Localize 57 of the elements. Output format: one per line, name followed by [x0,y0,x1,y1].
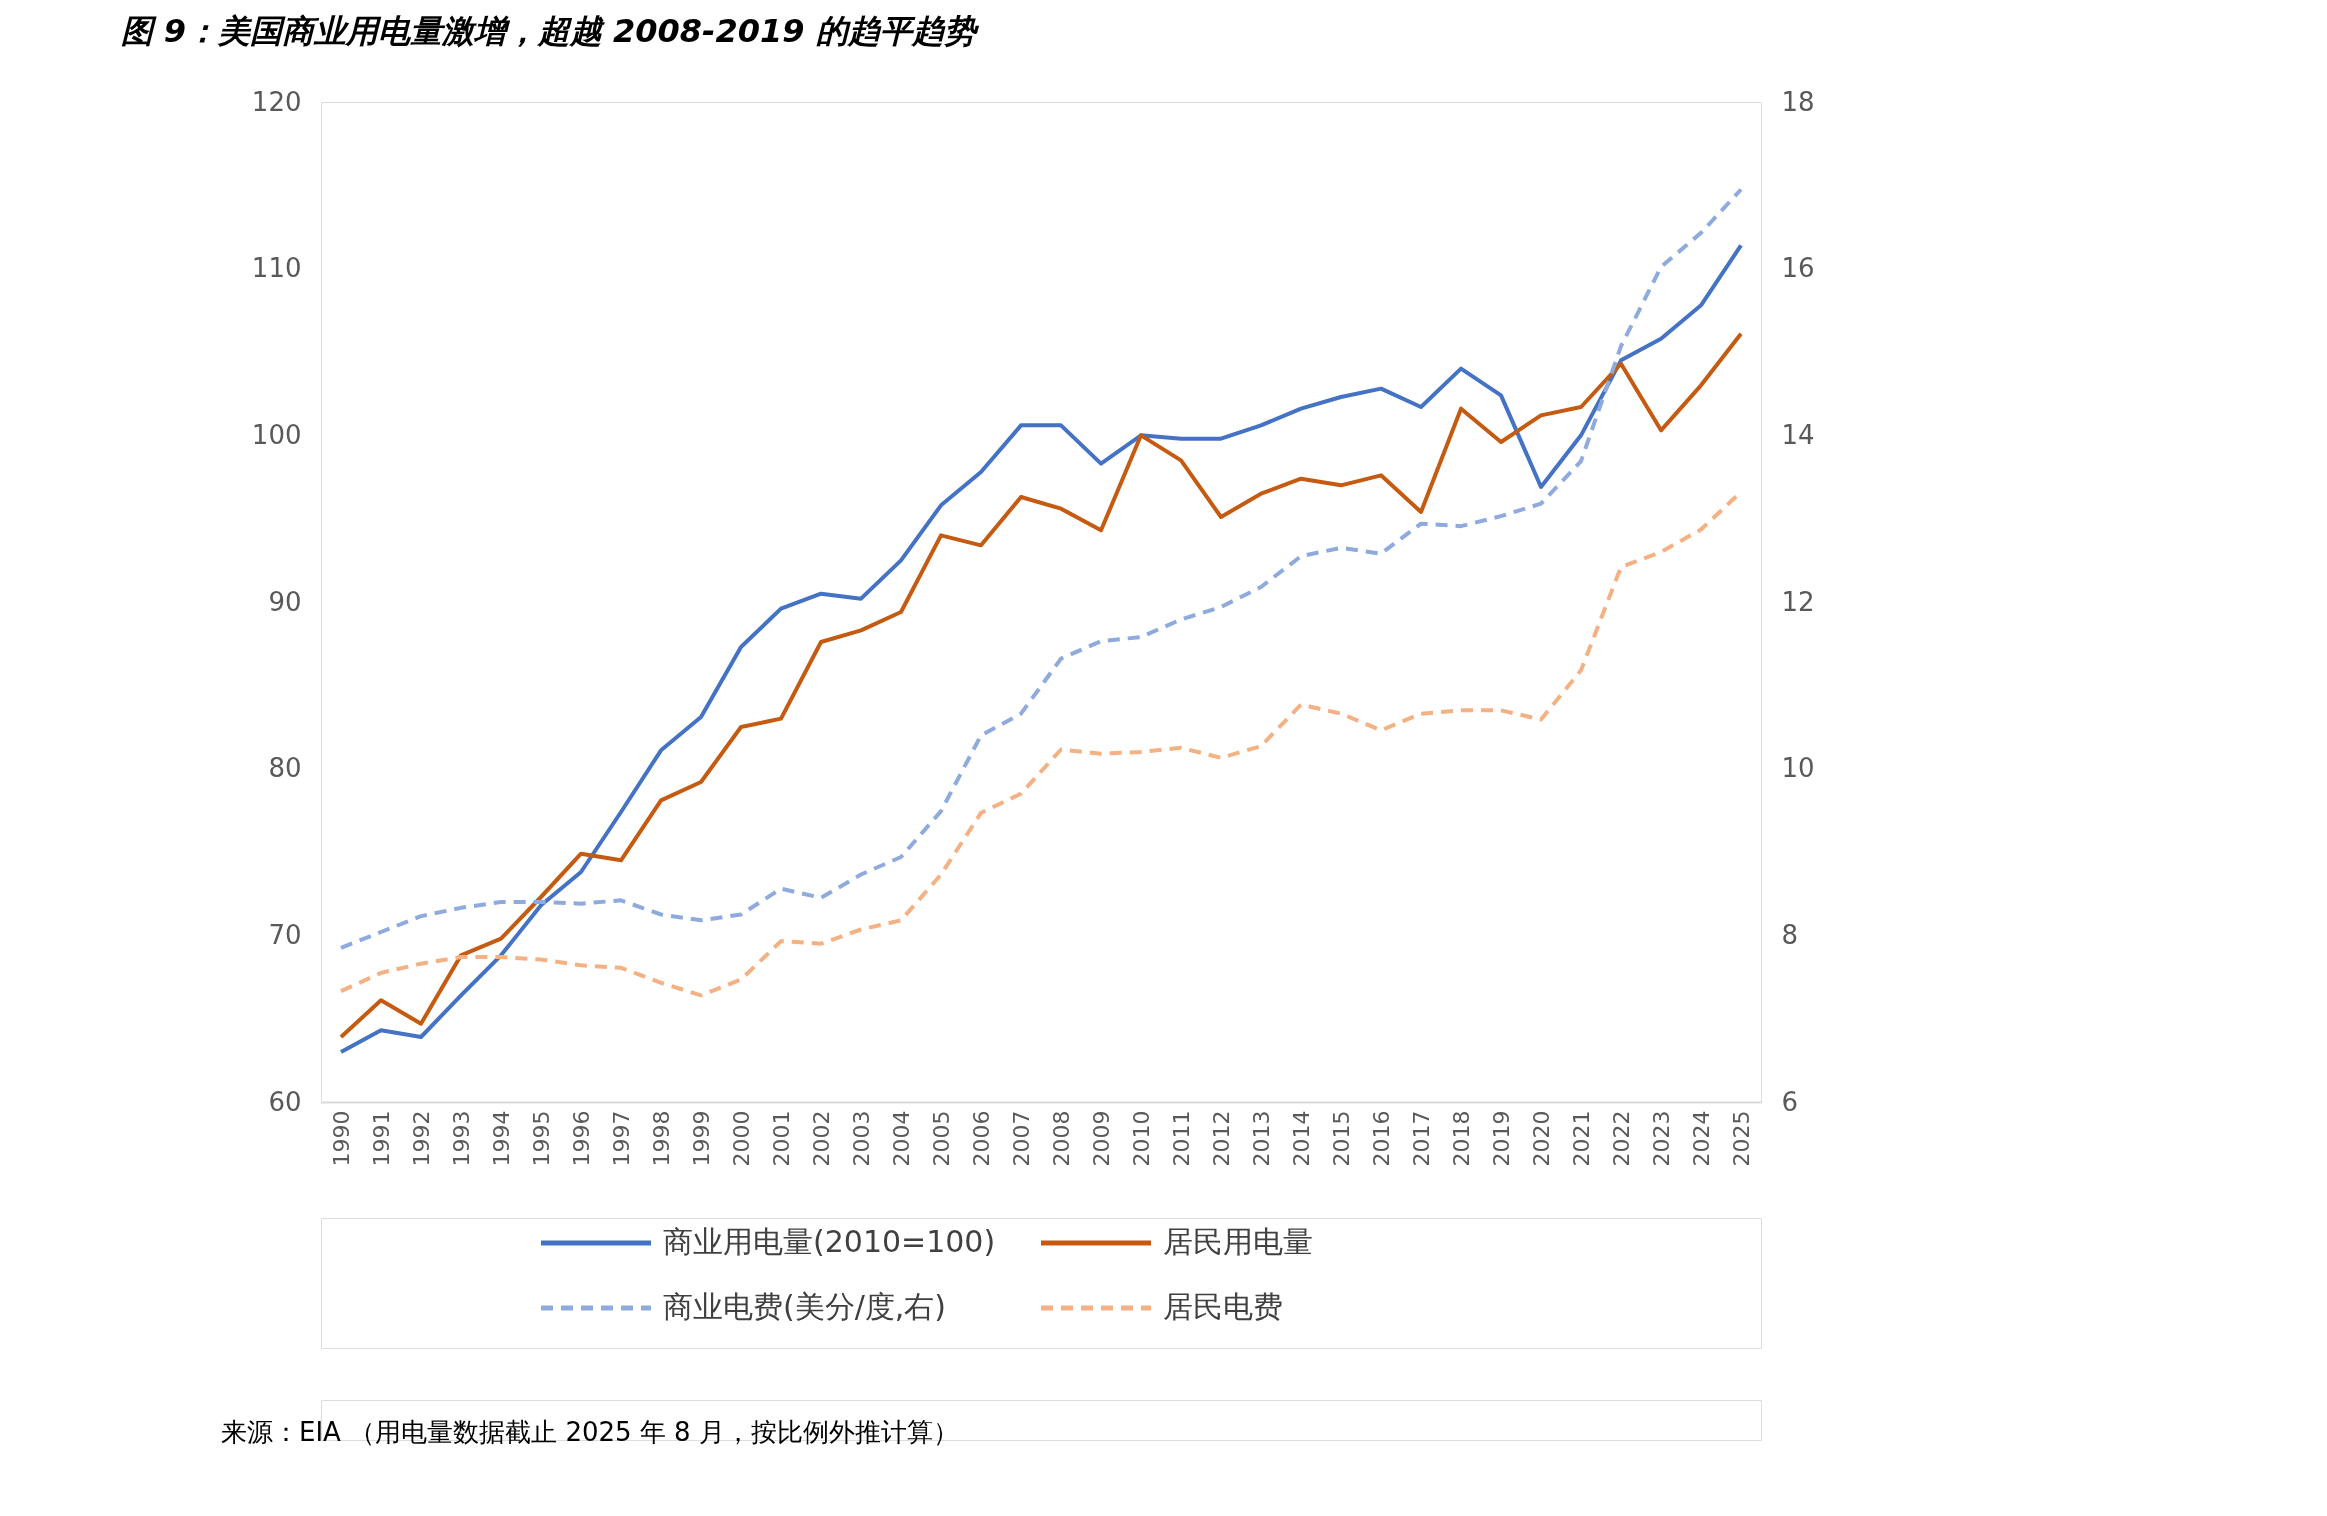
x-tick-label: 2004 [888,1110,914,1167]
y2-tick-label: 6 [1781,1086,1799,1117]
x-tick-label: 2015 [1328,1110,1354,1167]
y-tick-label: 60 [268,1086,302,1117]
legend-label: 商业用电量(2010=100) [663,1224,996,1259]
source-note: 来源：EIA （用电量数据截止 2025 年 8 月，按比例外推计算） [221,1417,959,1447]
y-tick-label: 70 [268,919,302,950]
y-tick-label: 80 [268,753,302,784]
chart-title: 图 9：美国商业用电量激增，超越 2008-2019 的趋平趋势 [120,11,980,50]
x-tick-label: 2014 [1288,1110,1314,1167]
x-tick-label: 2016 [1368,1110,1394,1167]
y-tick-label: 90 [268,586,302,617]
x-tick-label: 2003 [848,1110,874,1167]
y2-tick-label: 14 [1781,419,1815,450]
x-tick-label: 1993 [448,1110,474,1167]
x-tick-label: 1998 [648,1110,674,1167]
legend-label: 居民用电量 [1163,1224,1313,1259]
x-tick-label: 2024 [1688,1110,1714,1167]
x-tick-label: 2018 [1448,1110,1474,1167]
x-tick-label: 1997 [608,1110,634,1167]
x-tick-label: 2021 [1568,1110,1594,1167]
x-tick-label: 2011 [1168,1110,1194,1167]
x-tick-label: 1995 [528,1110,554,1167]
y2-tick-label: 8 [1781,919,1799,950]
x-tick-label: 2005 [928,1110,954,1167]
line-series [339,187,1743,950]
x-tick-label: 1999 [688,1110,714,1167]
x-tick-label: 2008 [1048,1110,1074,1167]
x-tick-label: 2019 [1488,1110,1514,1167]
x-tick-label: 1990 [328,1110,354,1167]
x-tick-label: 2025 [1728,1110,1754,1167]
x-tick-label: 2023 [1648,1110,1674,1167]
x-tick-label: 2009 [1088,1110,1114,1167]
y2-tick-label: 16 [1781,253,1815,284]
x-tick-label: 2001 [768,1110,794,1167]
x-tick-label: 2020 [1528,1110,1554,1167]
x-tick-label: 1996 [568,1110,594,1167]
y2-tick-label: 18 [1781,86,1815,117]
y2-tick-label: 12 [1781,586,1815,617]
x-tick-label: 1992 [408,1110,434,1167]
y-tick-label: 110 [251,253,302,284]
x-tick-label: 2013 [1248,1110,1274,1167]
y2-tick-label: 10 [1781,753,1815,784]
x-tick-label: 2006 [968,1110,994,1167]
x-tick-label: 2002 [808,1110,834,1167]
x-tick-label: 2007 [1008,1110,1034,1167]
x-tick-label: 2012 [1208,1110,1234,1167]
x-tick-label: 1994 [488,1110,514,1167]
x-tick-label: 2022 [1608,1110,1634,1167]
x-tick-label: 2017 [1408,1110,1434,1167]
x-tick-label: 1991 [368,1110,394,1167]
x-tick-label: 2010 [1128,1110,1154,1167]
y-tick-label: 120 [251,86,302,117]
legend-label: 居民电费 [1163,1289,1283,1324]
x-tick-label: 2000 [728,1110,754,1167]
y-tick-label: 100 [251,419,302,450]
legend-label: 商业电费(美分/度,右) [663,1289,947,1324]
